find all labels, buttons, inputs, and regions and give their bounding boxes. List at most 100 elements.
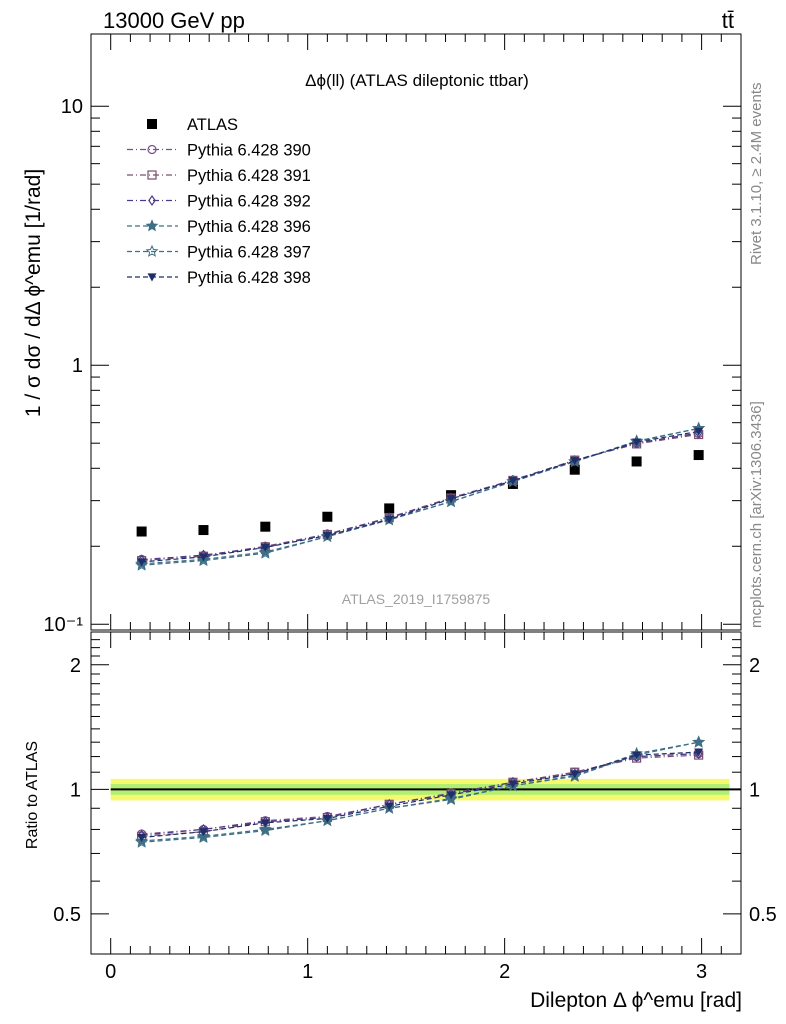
data-point [260, 543, 270, 552]
ratio-series-line [141, 751, 699, 839]
ratio-y-tick-label-right: 1 [749, 779, 760, 801]
ratio-series-line [141, 753, 699, 836]
legend-label: Pythia 6.428 390 [187, 142, 311, 160]
data-point [322, 531, 332, 541]
ratio-plot-frame [90, 631, 742, 955]
ratio-point [384, 802, 394, 811]
ratio-point [694, 748, 704, 757]
legend-marker [145, 244, 159, 257]
main-y-axis-label: 1 / σ dσ / dΔ ϕ^emu [1/rad] [22, 169, 45, 417]
x-tick-label: 3 [696, 961, 707, 983]
ratio-point [322, 814, 332, 824]
legend-label: Pythia 6.428 398 [187, 269, 311, 287]
data-point [632, 438, 642, 447]
ratio-point [260, 819, 270, 828]
source-label: mcplots.cern.ch [arXiv:1306.3436] [748, 401, 765, 628]
series-1 [137, 428, 704, 564]
data-point [508, 477, 518, 486]
legend-marker [148, 194, 156, 207]
data-point [570, 457, 580, 466]
ratio-point [692, 735, 706, 748]
series-line [141, 430, 699, 563]
data-point [196, 553, 210, 567]
data-point [137, 558, 147, 567]
data-point [631, 456, 642, 467]
watermark: ATLAS_2019_I1759875 [342, 591, 491, 607]
data-point [198, 525, 209, 536]
ratio-point [508, 780, 518, 789]
legend-marker [147, 273, 157, 282]
series-6 [137, 427, 704, 567]
data-point [135, 558, 149, 571]
legend: ATLAS Pythia 6.428 390 Pythia 6.428 391 Pyt… [127, 116, 311, 287]
x-tick-label: 2 [499, 961, 510, 983]
ratio-point [632, 751, 642, 760]
series-5 [135, 421, 706, 571]
process-label: tt̄ [722, 8, 734, 33]
data-point [694, 427, 704, 436]
series-4 [135, 421, 706, 570]
series-line [141, 433, 699, 562]
data-point [322, 511, 333, 522]
ratio-point [135, 835, 149, 848]
ratio-point [198, 828, 208, 837]
x-tick-label: 0 [105, 961, 116, 983]
legend-label: Pythia 6.428 397 [187, 244, 311, 262]
legend-label: Pythia 6.428 391 [187, 167, 311, 185]
series-line [141, 427, 699, 566]
main-y-tick-label: 10 [61, 96, 83, 118]
ratio-panel: 0.5 0.5 1 1 2 2 Ratio to ATLAS 0 1 2 3 Dilepton … [24, 34, 777, 1012]
ratio-point [570, 770, 580, 779]
data-point [693, 450, 704, 461]
series-0 [136, 450, 704, 537]
ratio-point [137, 833, 147, 842]
legend-item: Pythia 6.428 392 [127, 193, 311, 211]
ratio-point [446, 791, 456, 800]
data-point [446, 495, 456, 504]
legend-marker [145, 219, 159, 232]
ratio-series-5 [137, 748, 704, 842]
main-title: Δϕ(ll) (ATLAS dileptonic ttbar) [305, 71, 529, 90]
legend-item: ATLAS [147, 116, 238, 134]
x-tick-label: 1 [302, 961, 313, 983]
x-axis-label: Dilepton Δ ϕ^emu [rad] [530, 989, 742, 1012]
main-panel: Δϕ(ll) (ATLAS dileptonic ttbar) ATLAS_20… [22, 33, 742, 636]
legend-item: Pythia 6.428 390 [127, 142, 311, 160]
ratio-y-tick-label: 2 [70, 655, 81, 677]
legend-item: Pythia 6.428 398 [127, 269, 311, 287]
ratio-point [444, 792, 458, 805]
ratio-point [320, 813, 334, 827]
ratio-y-tick-label: 0.5 [53, 904, 81, 926]
data-point [136, 526, 147, 537]
data-point [260, 521, 271, 532]
main-y-tick-label: 1 [72, 355, 83, 377]
data-point [198, 553, 208, 562]
series-3 [137, 427, 703, 566]
data-point [258, 546, 272, 559]
series-2 [137, 429, 704, 566]
legend-item: Pythia 6.428 397 [127, 244, 311, 262]
ratio-y-tick-label: 1 [70, 779, 81, 801]
legend-item: Pythia 6.428 396 [127, 218, 311, 236]
energy-label: 13000 GeV pp [103, 8, 245, 33]
ratio-y-tick-label-right: 0.5 [749, 904, 777, 926]
ratio-series-line [141, 741, 699, 843]
series-line [141, 432, 699, 560]
main-plot-frame [90, 33, 742, 631]
legend-label: Pythia 6.428 396 [187, 218, 311, 236]
data-point [384, 515, 394, 524]
legend-marker [147, 170, 157, 180]
rivet-label: Rivet 3.1.10, ≥ 2.4M events [748, 83, 765, 266]
ratio-y-axis-label: Ratio to ATLAS [24, 741, 41, 849]
legend-label: Pythia 6.428 392 [187, 193, 311, 211]
data-point [384, 503, 395, 514]
legend-marker [147, 119, 157, 129]
ratio-point [196, 830, 210, 843]
main-y-tick-label: 10⁻¹ [44, 614, 84, 636]
ratio-y-tick-label-right: 2 [749, 655, 760, 677]
data-point [569, 464, 580, 475]
legend-marker [147, 144, 157, 155]
legend-item: Pythia 6.428 391 [127, 167, 311, 185]
legend-label: ATLAS [187, 116, 238, 134]
